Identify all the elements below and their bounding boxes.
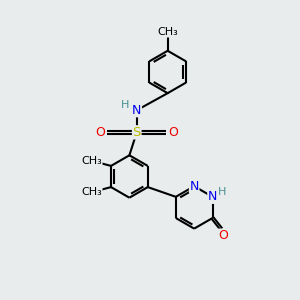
Text: H: H	[122, 100, 130, 110]
Text: CH₃: CH₃	[81, 157, 102, 166]
Text: H: H	[218, 188, 226, 197]
Text: CH₃: CH₃	[157, 27, 178, 37]
Text: O: O	[169, 126, 178, 139]
Text: N: N	[208, 190, 217, 203]
Text: S: S	[133, 126, 141, 139]
Text: CH₃: CH₃	[81, 187, 102, 196]
Text: N: N	[132, 104, 141, 117]
Text: O: O	[95, 126, 105, 139]
Text: N: N	[190, 180, 199, 193]
Text: O: O	[218, 229, 228, 242]
